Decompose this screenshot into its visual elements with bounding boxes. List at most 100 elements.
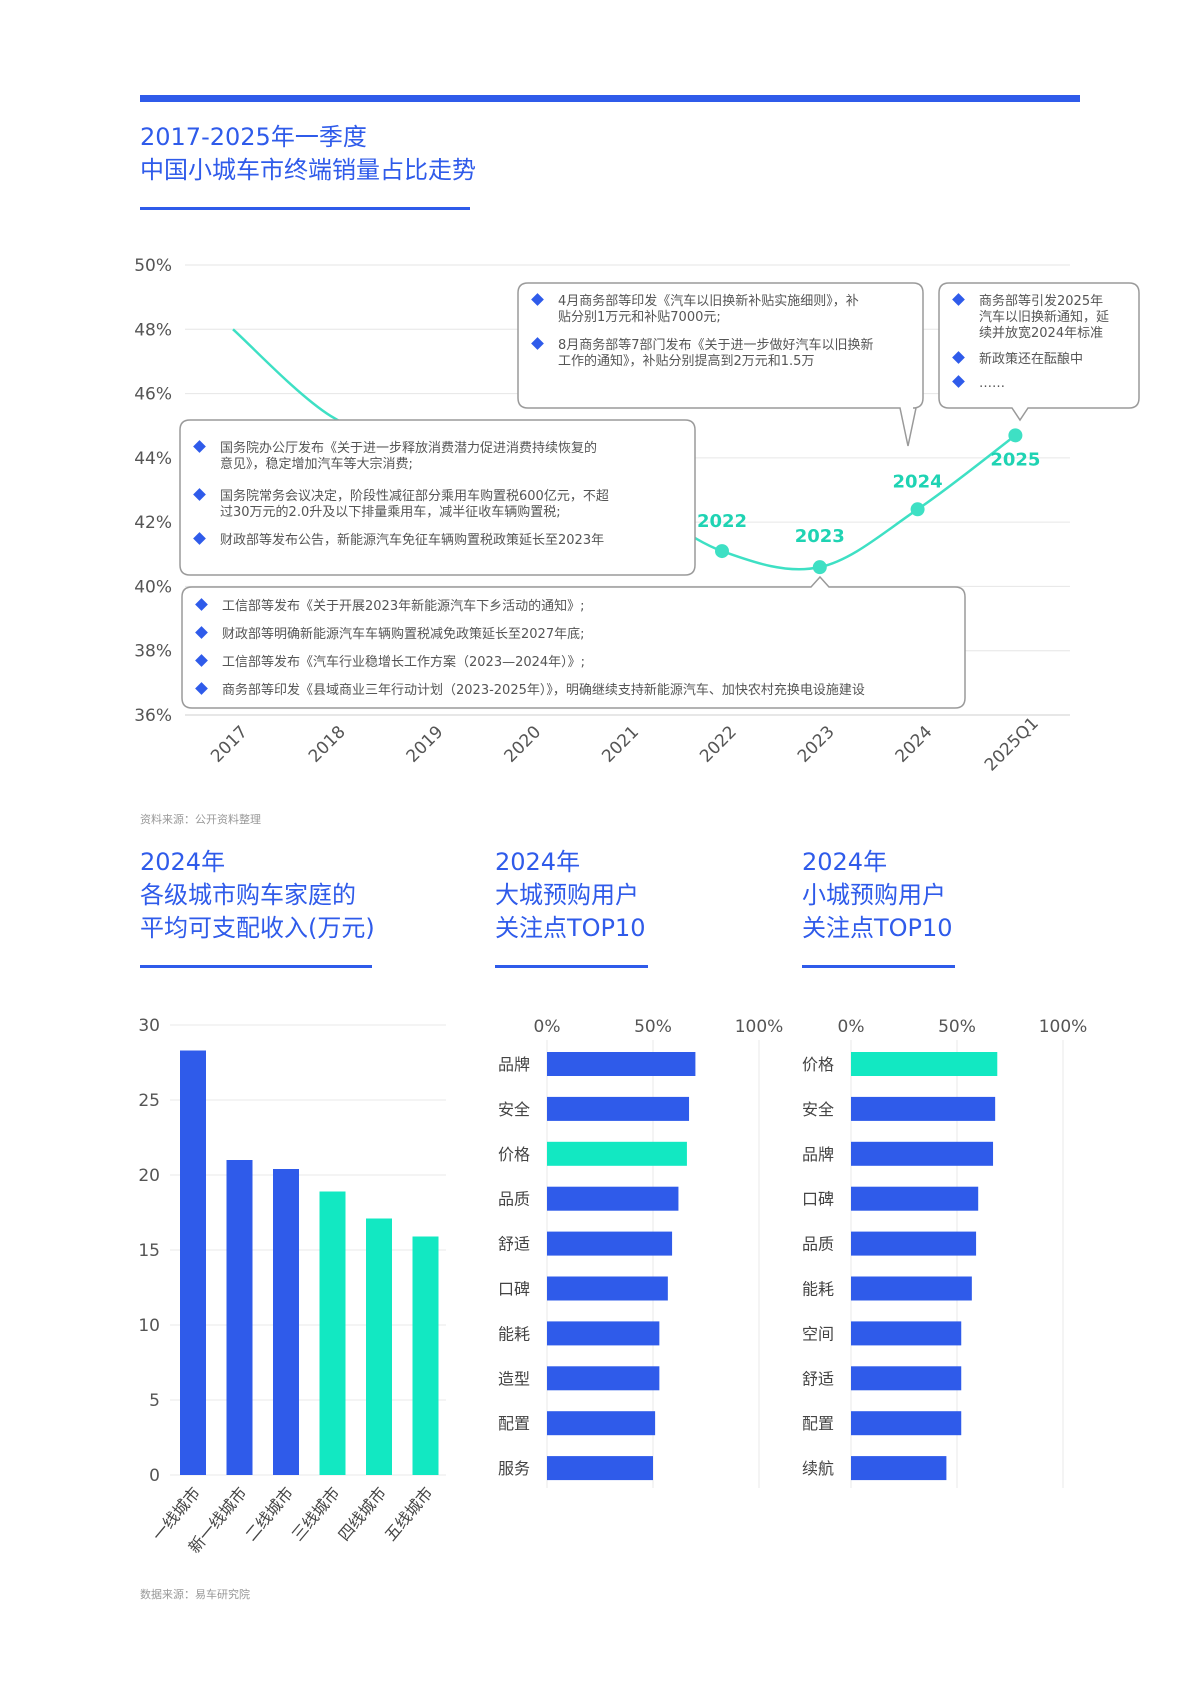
line-chart-title: 2017-2025年一季度 中国小城车市终端销量占比走势 bbox=[140, 121, 476, 187]
small-city-category-label: 品牌 bbox=[802, 1145, 834, 1164]
small-city-category-label: 安全 bbox=[802, 1100, 834, 1119]
callout-text: 汽车以旧换新通知，延 bbox=[979, 309, 1109, 325]
x-tick-label: 0% bbox=[534, 1017, 561, 1037]
line-chart: 36%38%40%42%44%46%48%50%2017 2018 2019 2020… bbox=[134, 256, 1140, 775]
callout-text: 过30万元的2.0升及以下排量乘用车，减半征收车辆购置税; bbox=[220, 504, 561, 520]
year-label: 2024 bbox=[893, 471, 943, 492]
x-tick-label: 0% bbox=[838, 1017, 865, 1037]
income-bar bbox=[226, 1160, 253, 1475]
callout-text: 新政策还在酝酿中 bbox=[979, 351, 1083, 367]
small-city-category-label: 能耗 bbox=[802, 1280, 834, 1299]
data-point-marker bbox=[1008, 428, 1023, 443]
big-city-category-label: 安全 bbox=[498, 1100, 530, 1119]
data-point-marker bbox=[715, 544, 729, 559]
big-city-title-underline bbox=[495, 965, 648, 968]
big-city-category-label: 能耗 bbox=[498, 1324, 530, 1343]
income-title-line-3: 平均可支配收入(万元) bbox=[140, 914, 375, 942]
big-city-category-label: 配置 bbox=[498, 1414, 530, 1433]
y-tick-label: 10 bbox=[138, 1316, 160, 1336]
small-city-bar bbox=[851, 1186, 979, 1211]
x-tick-label: 50% bbox=[634, 1017, 672, 1037]
callout-box bbox=[181, 575, 966, 709]
y-tick-label: 48% bbox=[134, 320, 172, 340]
year-label: 2023 bbox=[795, 526, 845, 547]
policy-callout: 国务院办公厅发布《关于进一步释放消费潜力促进消费持续恢复的意见》，稳定增加汽车等… bbox=[179, 419, 696, 576]
big-city-bar bbox=[547, 1366, 660, 1391]
callout-box bbox=[517, 282, 924, 447]
big-city-bar bbox=[547, 1456, 653, 1481]
income-category-label: 二线城市 bbox=[241, 1483, 297, 1544]
small-city-category-label: 配置 bbox=[802, 1414, 834, 1433]
y-tick-label: 38% bbox=[134, 642, 172, 662]
y-tick-label: 50% bbox=[134, 256, 172, 276]
big-city-bar bbox=[547, 1231, 673, 1256]
y-tick-label: 44% bbox=[134, 449, 172, 469]
big-city-category-label: 舒适 bbox=[498, 1235, 530, 1254]
small-city-category-label: 续航 bbox=[802, 1459, 834, 1478]
big-city-category-label: 口碑 bbox=[498, 1280, 530, 1299]
big-city-title-line-2: 大城预购用户 bbox=[495, 881, 639, 909]
y-tick-label: 36% bbox=[134, 706, 172, 726]
small-city-bar bbox=[851, 1096, 996, 1121]
bullet-diamond-icon bbox=[193, 440, 206, 453]
y-tick-label: 25 bbox=[138, 1091, 160, 1111]
small-city-bar bbox=[851, 1052, 998, 1076]
big-city-category-label: 服务 bbox=[498, 1459, 530, 1478]
title-underline bbox=[140, 207, 470, 210]
callout-box bbox=[938, 282, 1140, 422]
income-bar bbox=[366, 1218, 392, 1475]
income-bar bbox=[180, 1050, 206, 1475]
income-title-line-1: 2024年 bbox=[140, 848, 226, 876]
y-tick-label: 0 bbox=[149, 1466, 160, 1486]
big-city-bar bbox=[547, 1096, 690, 1121]
big-city-category-label: 品牌 bbox=[498, 1055, 530, 1074]
big-city-bar bbox=[547, 1052, 696, 1076]
y-tick-label: 42% bbox=[134, 513, 172, 533]
small-city-bar bbox=[851, 1456, 947, 1481]
y-tick-label: 15 bbox=[138, 1241, 160, 1261]
y-tick-label: 46% bbox=[134, 385, 172, 405]
small-city-category-label: 价格 bbox=[802, 1055, 834, 1074]
policy-callout: 工信部等发布《关于开展2023年新能源汽车下乡活动的通知》; 财政部等明确新能源汽… bbox=[181, 575, 966, 709]
small-city-bar bbox=[851, 1231, 977, 1256]
income-chart-title: 2024年 各级城市购车家庭的 平均可支配收入(万元) bbox=[140, 846, 375, 945]
callout-text: …… bbox=[979, 376, 1005, 391]
title-line-2: 中国小城车市终端销量占比走势 bbox=[140, 156, 476, 184]
big-city-title-line-3: 关注点TOP10 bbox=[495, 914, 646, 942]
callout-text: 财政部等明确新能源汽车车辆购置税减免政策延长至2027年底; bbox=[222, 626, 584, 642]
big-city-bar bbox=[547, 1141, 687, 1166]
big-city-title-line-1: 2024年 bbox=[495, 848, 581, 876]
big-city-chart-title: 2024年 大城预购用户 关注点TOP10 bbox=[495, 846, 646, 945]
y-tick-label: 30 bbox=[138, 1016, 160, 1036]
small-city-category-label: 空间 bbox=[802, 1324, 834, 1343]
income-category-label: 五线城市 bbox=[381, 1483, 437, 1544]
big-city-category-label: 品质 bbox=[498, 1190, 530, 1209]
income-title-underline bbox=[140, 965, 372, 968]
small-city-category-label: 舒适 bbox=[802, 1369, 834, 1388]
callout-text: 8月商务部等7部门发布《关于进一步做好汽车以旧换新 bbox=[558, 337, 874, 353]
year-label: 2022 bbox=[697, 511, 747, 532]
small-city-bar bbox=[851, 1411, 962, 1436]
small-city-title-line-2: 小城预购用户 bbox=[802, 881, 946, 909]
callout-text: 国务院办公厅发布《关于进一步释放消费潜力促进消费持续恢复的 bbox=[220, 440, 597, 456]
y-tick-label: 40% bbox=[134, 577, 172, 597]
footer-source: 数据来源：易车研究院 bbox=[140, 1588, 250, 1601]
small-city-category-label: 口碑 bbox=[802, 1190, 834, 1209]
small-city-category-label: 品质 bbox=[802, 1235, 834, 1254]
data-point-marker bbox=[910, 502, 925, 517]
y-tick-label: 20 bbox=[138, 1166, 160, 1186]
small-city-title-line-1: 2024年 bbox=[802, 848, 888, 876]
callout-text: 国务院常务会议决定，阶段性减征部分乘用车购置税600亿元，不超 bbox=[220, 488, 609, 504]
big-city-bar bbox=[547, 1411, 656, 1436]
small-city-bar bbox=[851, 1366, 962, 1391]
callout-text: 工信部等发布《汽车行业稳增长工作方案（2023—2024年）》; bbox=[222, 654, 585, 670]
title-line-1: 2017-2025年一季度 bbox=[140, 123, 367, 151]
small-city-bar bbox=[851, 1141, 994, 1166]
small-city-chart-title: 2024年 小城预购用户 关注点TOP10 bbox=[802, 846, 953, 945]
y-tick-label: 5 bbox=[149, 1391, 160, 1411]
small-city-title-underline bbox=[802, 965, 955, 968]
policy-callout: 商务部等引发2025年汽车以旧换新通知，延续并放宽2024年标准新政策还在酝酿中… bbox=[938, 282, 1140, 422]
callout-text: 意见》，稳定增加汽车等大宗消费; bbox=[220, 456, 413, 472]
